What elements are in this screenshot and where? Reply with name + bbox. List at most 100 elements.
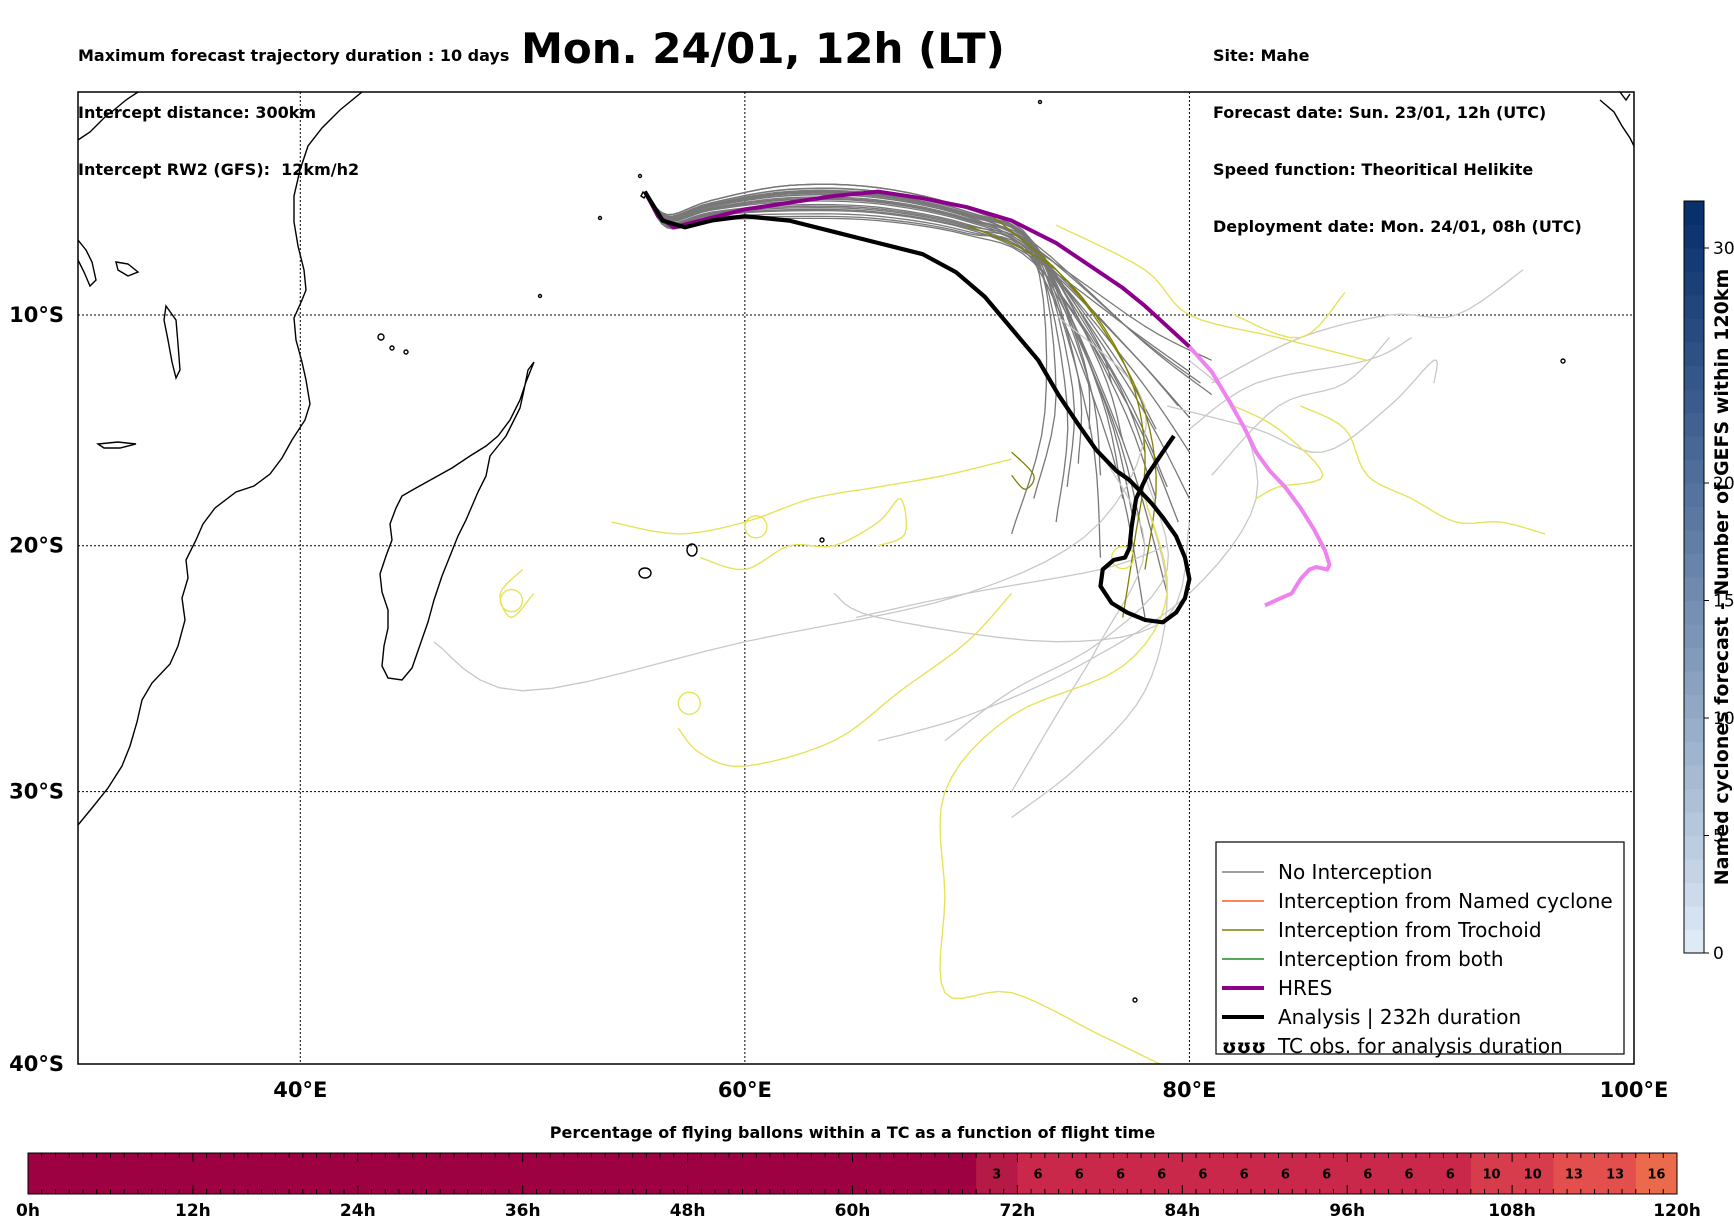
trajectory-light [1211,337,1390,476]
x-axis-ticks: 40°E 60°E 80°E 100°E [273,1078,1668,1102]
colorbar-step [1684,882,1704,907]
strip-x-tick-label: 0h [16,1201,40,1221]
colorbar-step [1684,812,1704,836]
strip-x-tick-label: 108h [1488,1201,1536,1221]
y-tick-label: 30°S [9,780,64,804]
tc-observation-track [1233,291,1346,339]
strip-cell [69,1153,111,1194]
strip-cell [1553,1153,1595,1194]
strip-x-tick-label: 48h [670,1201,706,1221]
arabia-coast [78,92,139,141]
colorbar-step [1684,788,1704,813]
colorbar-step [1684,248,1704,272]
trajectory-no-interception [644,191,1075,487]
colorbar-step [1684,835,1704,860]
strip-cell [605,1153,647,1194]
colorbar-step [1684,459,1704,484]
colorbar-tick-label: 5 [1713,827,1724,847]
strip-cell-label: 6 [1240,1168,1249,1183]
deployment-date-text: Deployment date: Mon. 24/01, 08h (UTC) [1213,217,1582,236]
legend-tc-glyph: ʊʊʊ [1222,1036,1266,1058]
tc-observation-track [611,458,1012,535]
strip-cell [1099,1153,1142,1194]
colorbar-step [1684,741,1704,766]
tc-observation-track [700,497,908,571]
colorbar-tick-label: 0 [1713,944,1724,964]
trajectory-no-interception [644,191,1190,499]
strip-cell [357,1153,400,1194]
strip-cell [1388,1153,1431,1194]
strip-cell [1182,1153,1224,1194]
africa-coastline [78,92,363,826]
legend-label: No Interception [1278,860,1432,884]
socotra-island [115,261,140,277]
colorbar-step [1684,412,1704,437]
colorbar-step [1684,436,1704,460]
comoros-island [377,333,385,341]
strip-cell [646,1153,688,1194]
trajectory-light [1011,498,1168,819]
x-tick-label: 40°E [273,1078,327,1102]
colorbar-step [1684,483,1704,507]
colorbar-step [1684,224,1704,249]
strip-cell [563,1153,606,1194]
trajectory-no-interception [644,191,1135,523]
legend-label: Interception from Named cyclone [1278,889,1613,913]
legend-label: Interception from both [1278,947,1504,971]
colorbar-tick-label: 30 [1713,239,1734,259]
rodrigues-island [819,537,825,543]
tc-observation-track [939,498,1168,1064]
strip-x-tick-label: 12h [175,1201,211,1221]
legend-label: Analysis | 232h duration [1278,1005,1521,1029]
trajectory-light [433,314,1147,692]
colorbar-step [1684,647,1704,672]
colorbar-step [1684,577,1704,601]
strip-cell-label: 6 [1033,1168,1042,1183]
strip-cell [811,1153,853,1194]
strip-cell-label: 16 [1647,1168,1665,1183]
trajectory-no-interception [644,191,1190,453]
speed-function-text: Speed function: Theoritical Helikite [1213,160,1534,179]
tc-loop [677,691,701,715]
colorbar-step [1684,929,1704,954]
coastline [78,92,1634,1003]
seychelles-island [537,293,543,299]
strip-cell [1635,1153,1678,1194]
colorbar-step [1684,271,1704,296]
map-area [78,92,1634,1064]
trajectory-trochoid [1011,451,1035,490]
strip-cell [976,1153,1018,1194]
trajectory-no-interception [644,191,1146,618]
colorbar-step [1684,718,1704,742]
strip-cell [770,1153,812,1194]
colorbar-step [1684,389,1704,413]
colorbar-step [1684,342,1704,366]
strip-cell-label: 10 [1524,1168,1542,1183]
tc-loop [1111,545,1135,570]
seychelles-island [597,215,603,221]
analysis-track [643,190,1192,625]
colorbar-step [1684,530,1704,554]
strip-cell [234,1153,276,1194]
trajectory-no-interception [644,183,1124,499]
strip-x-tick-label: 120h [1653,1201,1701,1221]
strip-cell-label: 10 [1482,1168,1500,1183]
colorbar-step [1684,906,1704,930]
trajectory-no-interception [644,191,1048,535]
trajectory-no-interception [644,191,1190,418]
colorbar-frame [1683,200,1705,954]
strip-cell [28,1153,70,1194]
strip-cell [316,1153,359,1194]
colorbar-step [1684,859,1704,883]
strip-cell [151,1153,194,1194]
strip-cell [1223,1153,1266,1194]
trajectory-light [833,522,1191,643]
colorbar-step [1684,553,1704,578]
hres-track-highlight [1187,345,1332,608]
amsterdam-island [1132,997,1138,1003]
strip-cell [1594,1153,1637,1194]
strip-cell-label: 6 [1116,1168,1125,1183]
strip-title: Percentage of flying ballons within a TC… [550,1123,1156,1142]
max-duration-text: Maximum forecast trajectory duration : 1… [78,46,510,65]
x-tick-label: 80°E [1162,1078,1216,1102]
